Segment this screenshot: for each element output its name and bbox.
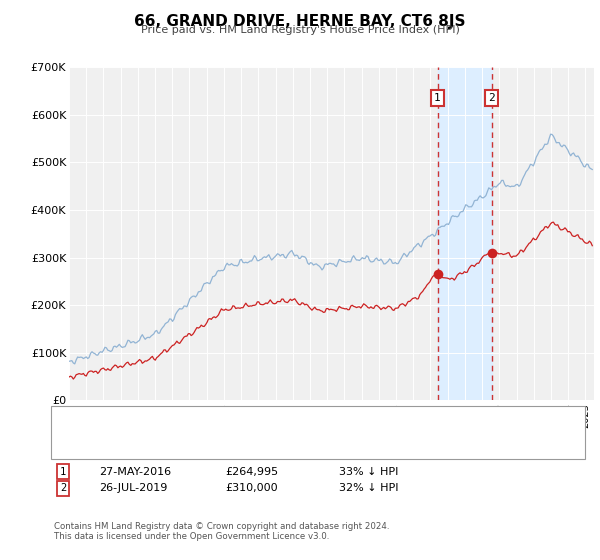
Text: 1: 1 [434, 93, 441, 103]
Text: 66, GRAND DRIVE, HERNE BAY, CT6 8JS: 66, GRAND DRIVE, HERNE BAY, CT6 8JS [134, 14, 466, 29]
Text: 27-MAY-2016: 27-MAY-2016 [99, 466, 171, 477]
Text: £264,995: £264,995 [225, 466, 278, 477]
Text: £310,000: £310,000 [225, 483, 278, 493]
Text: Price paid vs. HM Land Registry's House Price Index (HPI): Price paid vs. HM Land Registry's House … [140, 25, 460, 35]
Text: ———: ——— [73, 416, 110, 428]
Text: 32% ↓ HPI: 32% ↓ HPI [339, 483, 398, 493]
Bar [437, 67, 492, 400]
Text: 66, GRAND DRIVE, HERNE BAY, CT6 8JS (detached house): 66, GRAND DRIVE, HERNE BAY, CT6 8JS (det… [105, 417, 404, 427]
Text: This data is licensed under the Open Government Licence v3.0.: This data is licensed under the Open Gov… [54, 532, 329, 541]
Text: 1: 1 [60, 466, 66, 477]
Text: 26-JUL-2019: 26-JUL-2019 [99, 483, 167, 493]
Text: ———: ——— [73, 437, 110, 450]
Text: 2: 2 [488, 93, 495, 103]
Text: 33% ↓ HPI: 33% ↓ HPI [339, 466, 398, 477]
Text: 2: 2 [60, 483, 66, 493]
Text: Contains HM Land Registry data © Crown copyright and database right 2024.: Contains HM Land Registry data © Crown c… [54, 522, 389, 531]
Text: HPI: Average price, detached house, Canterbury: HPI: Average price, detached house, Cant… [105, 438, 357, 448]
